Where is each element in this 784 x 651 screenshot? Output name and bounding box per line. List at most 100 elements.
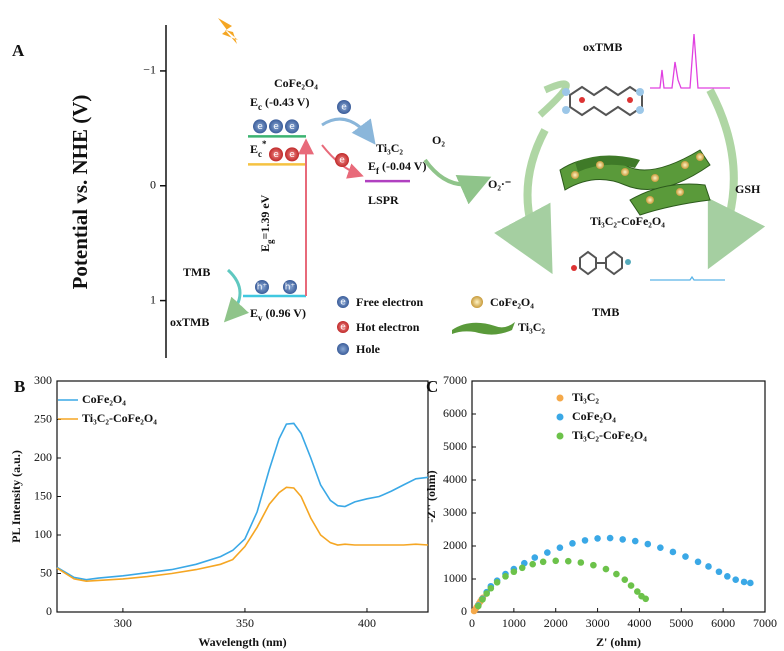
- symbol: e: [340, 298, 346, 308]
- y-tick-label: 150: [34, 488, 52, 502]
- data-line: [56, 422, 429, 581]
- x-tick-label: 5000: [669, 616, 693, 630]
- cycle-arrow: [706, 88, 766, 270]
- hole: [255, 279, 269, 294]
- hot-electron: [335, 153, 349, 167]
- hole-symbol: h⁺: [285, 282, 296, 292]
- electron-symbol: e: [289, 122, 295, 132]
- x-tick-label: 3000: [586, 616, 610, 630]
- x-tick-label: 2000: [544, 616, 568, 630]
- legend-label: Hot electron: [356, 320, 420, 334]
- data-point: [479, 596, 486, 603]
- y-tick-label: 3000: [443, 505, 467, 519]
- legend-label: Ti₃C₂: [572, 390, 599, 404]
- y-axis-label: PL Intensity (a.u.): [9, 450, 23, 543]
- charts: B 0 50 100 150 200 250 300 300 350 400 Wavelength (…: [9, 373, 777, 649]
- data-point: [602, 565, 610, 573]
- hole: [283, 279, 297, 294]
- electron-symbol: e: [273, 122, 279, 132]
- electron-symbol: e: [257, 122, 263, 132]
- data-point: [634, 588, 641, 595]
- tick-label: 0: [150, 178, 156, 192]
- cycle-arrow: [537, 80, 570, 118]
- x-tick-label: 0: [469, 616, 475, 630]
- y-tick-label: 300: [34, 373, 52, 387]
- data-point: [483, 590, 490, 597]
- y-axis-label: -Z'' (ohm): [424, 470, 438, 522]
- panel-label: C: [426, 377, 438, 396]
- data-point: [474, 602, 482, 610]
- data-point: [642, 595, 650, 603]
- data-point: [581, 537, 589, 544]
- data-point: [544, 549, 551, 556]
- y-tick-label: 200: [34, 450, 52, 464]
- x-tick-label: 300: [114, 616, 132, 630]
- data-point: [510, 568, 518, 576]
- y-tick-label: 0: [46, 604, 52, 618]
- o2-label: O₂: [432, 133, 445, 147]
- composite-label: Ti₃C₂-CoFe₂O₄: [590, 214, 665, 228]
- legend-label: Ti₃C₂-CoFe₂O₄: [572, 428, 647, 442]
- data-line: [56, 486, 429, 583]
- legend-label: CoFe₂O₄: [490, 295, 534, 309]
- legend: e Free electron e Hot electron Hole CoFe…: [337, 295, 545, 356]
- x-tick-label: 400: [358, 616, 376, 630]
- lspr-label: LSPR: [368, 193, 399, 207]
- x-axis-label: Wavelength (nm): [198, 635, 286, 649]
- legend-label: Free electron: [356, 295, 424, 309]
- y-tick-label: 50: [40, 565, 52, 579]
- y-tick-label: 250: [34, 411, 52, 425]
- electron: [337, 100, 351, 114]
- chart: B 0 50 100 150 200 250 300 300 350 400 Wavelength (…: [9, 373, 429, 649]
- molecule: [562, 85, 644, 117]
- data-point: [502, 573, 509, 580]
- data-point: [613, 570, 620, 578]
- legend-label: Hole: [356, 342, 381, 356]
- axis-label: Potential vs. NHE (V): [68, 95, 92, 290]
- data-point: [529, 560, 536, 568]
- y-tick-label: 6000: [443, 406, 467, 420]
- panel-label: A: [12, 41, 25, 60]
- transfer-arrow: [321, 117, 376, 145]
- data-point: [556, 544, 564, 551]
- data-point: [493, 579, 501, 586]
- gap-label: Eg=1.39 eV: [258, 194, 275, 252]
- hot-label: Ec*: [250, 139, 267, 159]
- data-point: [694, 558, 702, 566]
- electron: [253, 119, 267, 134]
- data-point: [552, 557, 560, 565]
- catalyst-name: CoFe₂O₄: [274, 76, 318, 90]
- data-point: [724, 573, 731, 580]
- electron: [285, 119, 299, 134]
- data-point: [606, 534, 614, 542]
- cycle-arrow: [494, 128, 553, 275]
- ef-label: Ef (-0.04 V): [368, 159, 426, 176]
- x-axis-label: Z' (ohm): [596, 635, 641, 649]
- data-point: [669, 548, 677, 556]
- tmb-label: TMB: [183, 265, 210, 279]
- oxtmb-label: oxTMB: [170, 315, 209, 329]
- spectrum: [650, 275, 725, 281]
- data-point: [518, 564, 526, 572]
- chart: C 0 1000 2000 3000 4000 5000 6000 7000 0 1000 2000 3…: [424, 373, 777, 649]
- gsh-label: GSH: [735, 182, 761, 196]
- data-point: [619, 536, 626, 543]
- data-point: [747, 579, 754, 587]
- data-point: [539, 558, 547, 566]
- nanosheet: [559, 149, 711, 216]
- light-icon: [218, 18, 238, 44]
- legend-swatch: [556, 413, 564, 421]
- electron-symbol: e: [273, 150, 279, 160]
- data-point: [569, 540, 576, 547]
- data-point: [715, 568, 723, 576]
- legend-label: Ti₃C₂: [518, 320, 545, 334]
- hot-electron: [269, 147, 283, 162]
- data-point: [657, 544, 664, 551]
- x-tick-label: 6000: [711, 616, 735, 630]
- data-point: [594, 535, 601, 542]
- oxtmb-label: oxTMB: [583, 40, 622, 54]
- data-point: [590, 561, 597, 569]
- electron-symbol: e: [341, 103, 347, 113]
- x-tick-label: 7000: [753, 616, 777, 630]
- y-tick-label: 0: [461, 604, 467, 618]
